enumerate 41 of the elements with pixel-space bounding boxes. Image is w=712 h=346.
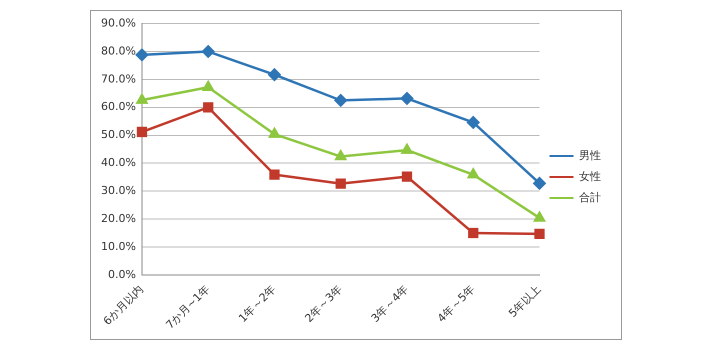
point	[203, 102, 214, 113]
y-tick-label: 40.0%	[100, 156, 136, 170]
point	[268, 68, 281, 81]
point	[533, 177, 546, 190]
point	[269, 170, 280, 180]
x-tick-label: 6か月以内	[100, 282, 146, 328]
y-tick-label: 70.0%	[100, 72, 136, 86]
point	[402, 171, 412, 182]
x-tick-label: 4年～5年	[434, 282, 478, 325]
point	[202, 45, 214, 58]
y-tick-label: 30.0%	[100, 184, 136, 198]
y-tick-label: 10.0%	[100, 240, 136, 253]
x-tick-label: 2年～3年	[302, 282, 345, 325]
legend-label: 合計	[579, 190, 601, 204]
point	[534, 228, 545, 240]
x-tick-label: 1年～2年	[236, 282, 279, 325]
y-tick-label: 20.0%	[100, 212, 136, 225]
point	[202, 81, 214, 92]
point	[336, 178, 346, 189]
x-tick-label: 5年以上	[506, 282, 544, 320]
y-tick-label: 80.0%	[100, 44, 136, 58]
point	[466, 116, 480, 129]
x-tick-label: 7か月~1年	[163, 282, 212, 332]
point	[468, 168, 479, 178]
point	[334, 94, 347, 107]
point	[136, 94, 148, 104]
point	[400, 92, 414, 105]
y-tick-label: 50.0%	[100, 128, 136, 142]
y-tick-label: 60.0%	[100, 100, 136, 114]
point	[335, 150, 346, 160]
point	[136, 126, 148, 138]
point	[401, 144, 413, 154]
x-tick-label: 3年～4年	[368, 282, 412, 325]
legend-label: 男性	[579, 148, 601, 162]
y-tick-label: 90.0%	[100, 16, 136, 30]
legend-label: 女性	[579, 170, 601, 183]
y-tick-label: 0.0%	[108, 268, 136, 281]
point	[268, 128, 280, 138]
point	[534, 212, 546, 222]
point	[136, 48, 148, 62]
point	[468, 228, 478, 238]
